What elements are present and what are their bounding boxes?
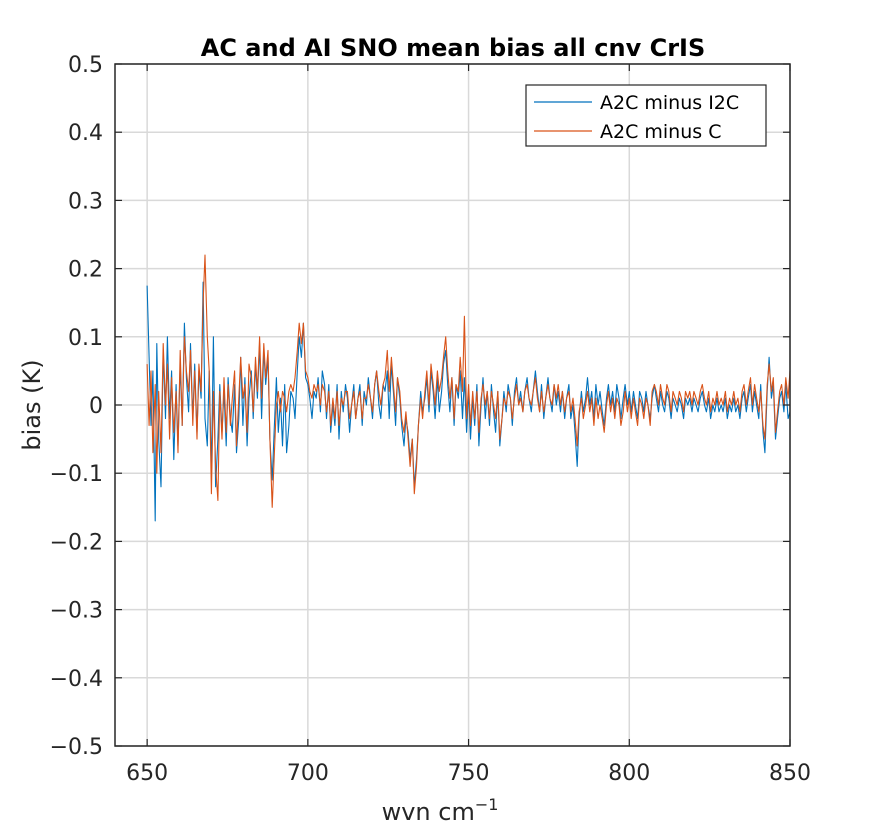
y-tick-label: 0.2 xyxy=(68,258,103,283)
y-tick-label: −0.2 xyxy=(50,530,103,555)
x-tick-label: 700 xyxy=(287,761,329,786)
legend: A2C minus I2C A2C minus C xyxy=(525,84,767,147)
x-tick-label: 800 xyxy=(608,761,650,786)
y-tick-label: 0 xyxy=(89,394,103,419)
series-line-a2c-minus-c xyxy=(146,254,791,508)
y-tick-label: 0.1 xyxy=(68,326,103,351)
y-tick-label: −0.5 xyxy=(50,735,103,760)
y-tick-label: 0.5 xyxy=(68,53,103,78)
legend-box xyxy=(525,84,767,147)
y-axis-label: bias (K) xyxy=(18,359,46,450)
x-tick-label: 750 xyxy=(448,761,490,786)
ticks: 650 700 750 800 850 0.5 0.4 0.3 0.2 0.1 0 −0.1 −0.2 −… xyxy=(50,53,811,786)
legend-label-a2c-minus-i2c: A2C minus I2C xyxy=(600,92,739,114)
x-axis-label-exponent: −1 xyxy=(475,795,499,814)
legend-label-a2c-minus-c: A2C minus C xyxy=(600,121,721,143)
y-tick-label: −0.4 xyxy=(50,667,103,692)
chart-title: AC and AI SNO mean bias all cnv CrIS xyxy=(201,34,706,62)
x-axis-label: wvn cm−1 xyxy=(382,795,499,826)
series-group xyxy=(146,254,791,522)
x-tick-label: 650 xyxy=(126,761,168,786)
x-axis-label-text: wvn cm xyxy=(382,798,475,826)
y-tick-label: −0.1 xyxy=(50,462,103,487)
x-tick-label: 850 xyxy=(769,761,811,786)
y-tick-label: 0.3 xyxy=(68,189,103,214)
y-tick-label: −0.3 xyxy=(50,599,103,624)
y-tick-label: 0.4 xyxy=(68,121,103,146)
